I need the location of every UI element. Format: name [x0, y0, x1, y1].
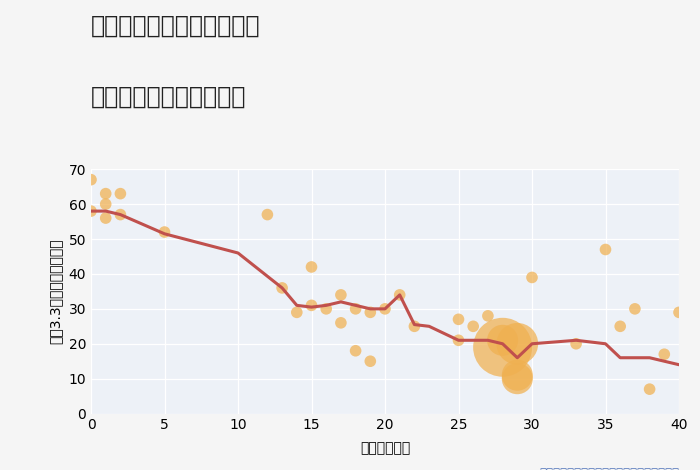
Point	[482, 312, 493, 320]
Point	[291, 309, 302, 316]
Point	[335, 291, 346, 298]
Point	[100, 190, 111, 197]
Point	[335, 319, 346, 327]
Point	[644, 385, 655, 393]
Point	[100, 214, 111, 222]
Point	[629, 305, 641, 313]
Text: 愛知県新城市作手鴨ヶ谷の: 愛知県新城市作手鴨ヶ谷の	[91, 14, 260, 38]
Point	[365, 358, 376, 365]
Point	[350, 305, 361, 313]
Point	[497, 344, 508, 351]
Point	[379, 305, 391, 313]
X-axis label: 築年数（年）: 築年数（年）	[360, 441, 410, 455]
Point	[512, 375, 523, 383]
Point	[159, 228, 170, 236]
Point	[262, 211, 273, 219]
Point	[600, 246, 611, 253]
Point	[570, 340, 582, 347]
Point	[85, 207, 97, 215]
Point	[365, 309, 376, 316]
Point	[526, 274, 538, 281]
Point	[497, 337, 508, 344]
Point	[409, 322, 420, 330]
Point	[100, 200, 111, 208]
Y-axis label: 坪（3.3㎡）単価（万円）: 坪（3.3㎡）単価（万円）	[49, 239, 63, 344]
Point	[394, 291, 405, 298]
Point	[673, 309, 685, 316]
Point	[615, 322, 626, 330]
Point	[115, 211, 126, 219]
Point	[659, 351, 670, 358]
Point	[453, 315, 464, 323]
Point	[453, 337, 464, 344]
Text: 築年数別中古戸建て価格: 築年数別中古戸建て価格	[91, 85, 246, 109]
Point	[350, 347, 361, 354]
Point	[85, 176, 97, 183]
Point	[276, 284, 288, 292]
Point	[306, 302, 317, 309]
Point	[321, 305, 332, 313]
Text: 円の大きさは、取引のあった物件面積を示す: 円の大きさは、取引のあった物件面積を示す	[539, 467, 679, 470]
Point	[512, 340, 523, 347]
Point	[468, 322, 479, 330]
Point	[512, 371, 523, 379]
Point	[115, 190, 126, 197]
Point	[306, 263, 317, 271]
